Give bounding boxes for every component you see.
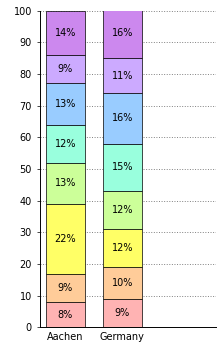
Text: 15%: 15% [112,162,133,172]
Text: 11%: 11% [112,70,133,81]
Bar [46,163,85,204]
Text: 9%: 9% [115,308,130,318]
Text: 14%: 14% [55,28,76,38]
Bar [46,204,85,274]
Bar [103,191,142,229]
Text: 13%: 13% [55,99,76,109]
Bar [46,11,85,55]
Bar [103,267,142,299]
Text: 13%: 13% [55,178,76,188]
Text: 16%: 16% [112,113,133,123]
Bar [46,274,85,302]
Text: 10%: 10% [112,278,133,288]
Bar [46,125,85,163]
Text: 22%: 22% [55,234,76,244]
Text: 12%: 12% [112,205,133,215]
Bar [46,83,85,125]
Bar [103,58,142,93]
Text: 12%: 12% [112,243,133,253]
Text: 9%: 9% [58,64,73,74]
Text: 8%: 8% [58,310,73,320]
Text: 12%: 12% [55,139,76,149]
Bar [103,93,142,144]
Text: 16%: 16% [112,28,133,38]
Bar [103,299,142,327]
Bar [46,55,85,83]
Bar [46,302,85,327]
Bar [103,7,142,58]
Bar [103,229,142,267]
Bar [103,144,142,191]
Text: 9%: 9% [58,283,73,293]
